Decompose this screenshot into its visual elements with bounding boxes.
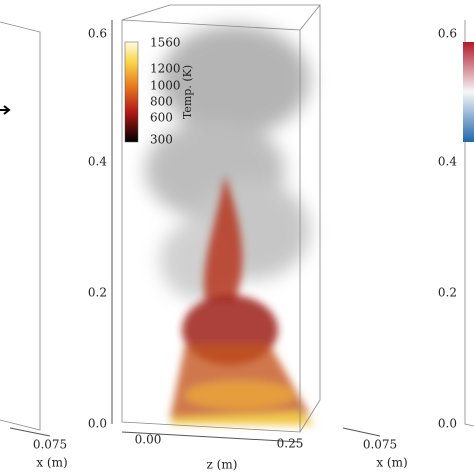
domain-box [464, 20, 474, 427]
tick-label: 0.075 [33, 438, 67, 452]
right-panel: 0.6 0.4 0.2 0.0 0.075 x (m) [342, 20, 474, 470]
colorbar-label: Temp. (K) [181, 65, 194, 119]
colorbar-tick: 1200 [150, 62, 181, 76]
domain-box [0, 21, 41, 431]
colorbar-gradient [463, 42, 474, 142]
axis-label: x (m) [36, 456, 67, 470]
domain-box [121, 4, 321, 433]
tick-label: 0.4 [88, 155, 107, 169]
tick-label: 0.075 [363, 438, 397, 452]
tick-label: 0.6 [88, 27, 107, 41]
tick-label: 0.0 [438, 417, 457, 431]
left-panel: 0.075 x (m) [0, 21, 68, 470]
tick-label: 0.4 [438, 155, 457, 169]
tick-label: 0.2 [88, 286, 107, 300]
colorbar: 1560 1200 1000 800 600 300 Temp. (K) [124, 36, 194, 147]
middle-panel: 0.6 0.4 0.2 0.0 0.00 0.25 z (m) 1560 120… [88, 4, 321, 472]
flame [170, 175, 315, 425]
colorbar-tick: 300 [150, 133, 173, 147]
colorbar-gradient [124, 41, 139, 143]
colorbar-tick: 1000 [150, 79, 181, 93]
tick-label: 0.25 [277, 437, 304, 451]
tick-label: 0.6 [438, 27, 457, 41]
arrow [0, 105, 11, 115]
tick-label: 0.00 [135, 433, 162, 447]
colorbar-tick: 800 [150, 95, 173, 109]
axis [9, 427, 51, 437]
axis-label: z (m) [207, 458, 238, 472]
axis-label: x (m) [376, 456, 407, 470]
tick-label: 0.2 [438, 286, 457, 300]
axis [111, 20, 301, 443]
colorbar-tick: 1560 [150, 36, 181, 50]
tick-label: 0.0 [88, 417, 107, 431]
colorbar-tick: 600 [150, 111, 173, 125]
axis [342, 427, 381, 437]
